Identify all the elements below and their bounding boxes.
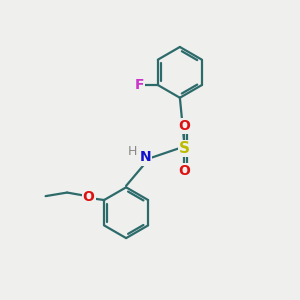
Text: O: O	[83, 190, 94, 204]
Text: S: S	[179, 141, 190, 156]
Text: N: N	[140, 151, 151, 164]
Text: O: O	[178, 164, 190, 178]
Text: O: O	[178, 119, 190, 133]
Text: F: F	[135, 78, 144, 92]
Text: H: H	[128, 145, 137, 158]
